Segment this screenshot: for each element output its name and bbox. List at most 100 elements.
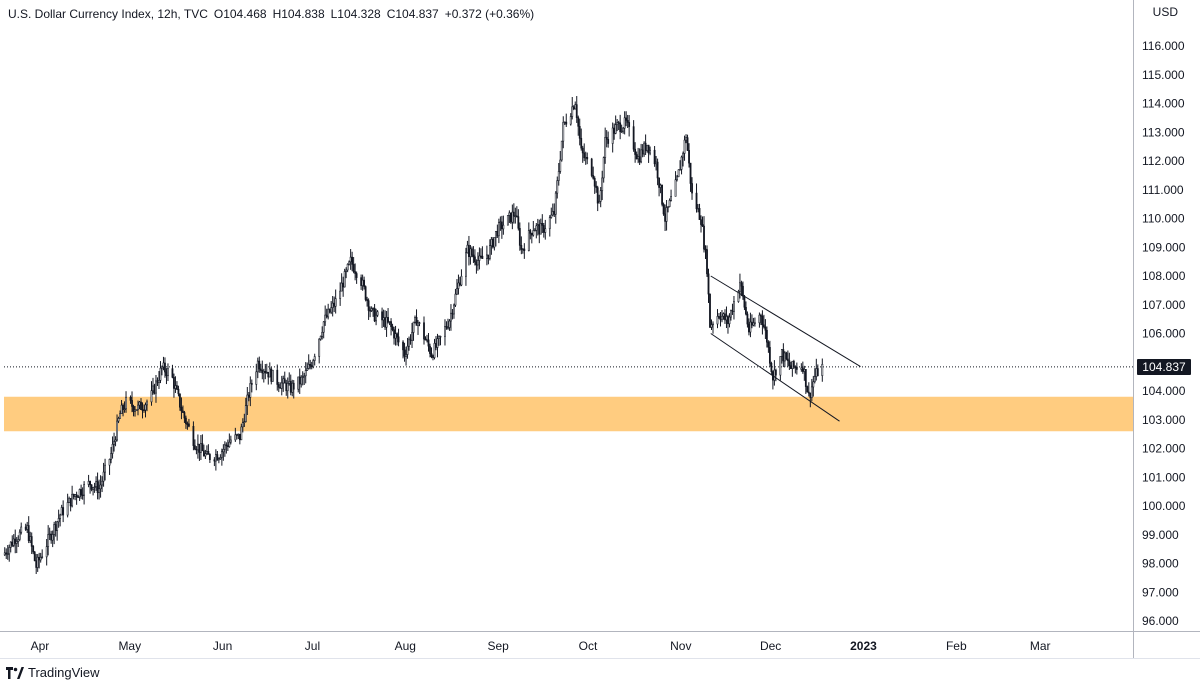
candle [137, 400, 139, 416]
candle-body [538, 224, 541, 235]
channel-line-lower[interactable] [710, 333, 840, 422]
candle [282, 375, 285, 392]
candle-body [265, 371, 268, 374]
candle [477, 252, 479, 271]
candle [649, 146, 652, 156]
tradingview-brand[interactable]: TradingView [6, 665, 100, 680]
candle [686, 134, 689, 152]
candle-body [613, 127, 616, 134]
candle [375, 308, 377, 326]
candle [405, 346, 407, 366]
candle-body [619, 122, 622, 133]
candle [499, 216, 502, 231]
candle-body [604, 137, 607, 158]
candle-body [376, 311, 379, 316]
candle [619, 114, 622, 140]
candle-body [217, 458, 220, 461]
candle-body [237, 433, 240, 436]
candle-body [542, 225, 545, 233]
candle [632, 120, 635, 152]
candle-body [176, 385, 178, 390]
candle [403, 342, 406, 362]
candle [36, 553, 39, 572]
candle [11, 535, 14, 547]
candle [676, 174, 678, 182]
candle [264, 363, 267, 380]
y-tick-label: 108.000 [1142, 269, 1186, 283]
candle-body [450, 312, 452, 322]
candle [493, 237, 496, 251]
candle [271, 369, 274, 382]
candle-body [47, 534, 50, 548]
candle [754, 317, 756, 327]
candle-body [575, 104, 578, 118]
candle-body [436, 338, 439, 348]
change-value: +0.372 (+0.36%) [444, 7, 535, 21]
candle [529, 228, 532, 240]
candle [402, 340, 404, 359]
candle [360, 274, 363, 290]
candle-body [752, 322, 755, 326]
candle-body [50, 533, 53, 541]
candle [267, 371, 270, 385]
candle [69, 497, 72, 512]
candle [96, 472, 99, 500]
candle [41, 549, 44, 559]
candle-body [813, 376, 816, 383]
candle-body [743, 295, 746, 308]
candle-body [499, 221, 502, 223]
candle [491, 237, 494, 249]
candle [490, 236, 493, 255]
candle-body [177, 388, 180, 395]
candle-body [197, 443, 199, 451]
candle [810, 378, 813, 402]
candle-body [208, 454, 211, 461]
candle [523, 243, 526, 259]
candle [174, 376, 177, 393]
candle [48, 527, 51, 541]
candle-body [801, 367, 804, 372]
candle-body [475, 261, 478, 266]
candle [345, 267, 348, 279]
candle-body [387, 317, 389, 322]
y-tick-label: 109.000 [1142, 240, 1186, 254]
candle-body [773, 369, 776, 381]
y-tick-label: 97.000 [1142, 585, 1179, 599]
candle-body [35, 560, 38, 568]
candle-body [565, 121, 568, 125]
candle [539, 218, 542, 235]
candle [201, 434, 204, 452]
candle [557, 163, 560, 186]
candle-body [577, 117, 580, 127]
channel-line-upper[interactable] [710, 275, 861, 367]
candle [623, 111, 626, 135]
candle-body [146, 401, 148, 406]
candle [701, 216, 704, 227]
candle [237, 433, 240, 440]
candle [502, 215, 505, 235]
candle [520, 236, 523, 255]
candle-body [306, 368, 309, 371]
candle-body [635, 154, 638, 160]
candle-body [488, 245, 491, 259]
candle-body [554, 192, 557, 215]
candle [578, 118, 581, 146]
candle-body [677, 169, 680, 178]
candle [80, 484, 83, 500]
candle-body [494, 230, 497, 238]
candle-body [164, 362, 166, 373]
candle [445, 321, 448, 330]
candle [807, 382, 810, 397]
candle [670, 189, 672, 202]
candle-body [53, 524, 56, 535]
candle [695, 183, 698, 213]
candle [646, 144, 649, 153]
candle-body [680, 156, 683, 170]
candle [220, 448, 223, 466]
candle [369, 306, 372, 318]
y-tick-label: 100.000 [1142, 499, 1186, 513]
candle [98, 479, 100, 500]
candle [584, 151, 587, 165]
